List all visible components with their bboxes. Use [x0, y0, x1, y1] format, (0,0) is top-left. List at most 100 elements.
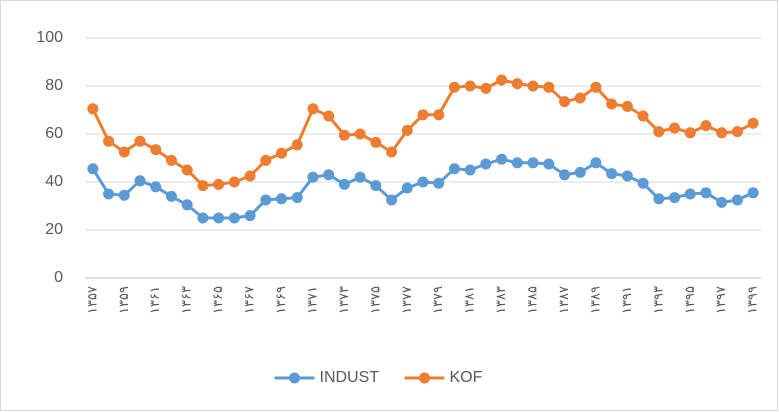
point — [621, 170, 633, 182]
point — [165, 190, 177, 202]
point — [276, 193, 288, 205]
point — [448, 81, 460, 93]
point — [276, 147, 288, 159]
point — [606, 168, 618, 180]
point — [386, 146, 398, 158]
point — [150, 144, 162, 156]
point — [197, 212, 209, 224]
point — [386, 194, 398, 206]
point — [260, 194, 272, 206]
point — [213, 212, 225, 224]
x-tick-label: ۱۳۶۱ — [148, 286, 163, 314]
point — [731, 194, 743, 206]
x-tick-label: ۱۳۵۹ — [117, 286, 132, 314]
point — [543, 158, 555, 170]
point — [747, 187, 759, 199]
legend-label: KOF — [450, 369, 483, 386]
x-tick-label: ۱۳۵۷ — [85, 286, 100, 314]
x-tick-label: ۱۳۷۵ — [368, 286, 383, 314]
point — [323, 110, 335, 122]
point — [433, 109, 445, 121]
x-tick-label: ۱۳۶۷ — [243, 286, 258, 314]
point — [496, 153, 508, 165]
x-tick-label: ۱۳۸۵ — [526, 286, 541, 314]
point — [291, 139, 303, 151]
point — [197, 180, 209, 192]
point — [417, 176, 429, 188]
point — [401, 124, 413, 136]
point — [716, 196, 728, 208]
point — [370, 180, 382, 192]
y-tick-label: 60 — [45, 125, 63, 142]
point — [103, 188, 115, 200]
x-tick-label: ۱۳۹۵ — [683, 286, 698, 314]
point — [684, 127, 696, 139]
x-tick-label: ۱۳۷۱ — [305, 286, 320, 314]
point — [323, 169, 335, 181]
point — [606, 98, 618, 110]
point — [448, 163, 460, 175]
point — [480, 158, 492, 170]
y-tick-label: 100 — [36, 29, 63, 46]
point — [370, 136, 382, 148]
point — [731, 126, 743, 138]
y-tick-label: 0 — [54, 269, 63, 286]
point — [103, 135, 115, 147]
legend-label: INDUST — [320, 369, 380, 386]
point — [511, 157, 523, 169]
point — [480, 82, 492, 94]
point — [165, 154, 177, 166]
point — [354, 171, 366, 183]
point — [134, 135, 146, 147]
point — [134, 175, 146, 187]
point — [558, 169, 570, 181]
x-tick-label: ۱۳۸۷ — [557, 286, 572, 314]
point — [307, 171, 319, 183]
point — [464, 164, 476, 176]
point — [543, 81, 555, 93]
point — [118, 189, 130, 201]
point — [291, 192, 303, 204]
point — [637, 110, 649, 122]
point — [354, 128, 366, 140]
x-tick-label: ۱۳۹۷ — [714, 286, 729, 314]
point — [401, 182, 413, 194]
point — [213, 178, 225, 190]
point — [417, 109, 429, 121]
point — [527, 157, 539, 169]
x-tick-label: ۱۳۸۱ — [463, 286, 478, 314]
point — [338, 129, 350, 141]
point — [496, 74, 508, 86]
point — [653, 126, 665, 138]
point — [716, 127, 728, 139]
point — [511, 78, 523, 90]
point — [228, 176, 240, 188]
x-tick-label: ۱۳۶۹ — [274, 286, 289, 314]
point — [669, 122, 681, 134]
point — [338, 178, 350, 190]
point — [653, 193, 665, 205]
point — [181, 199, 193, 211]
point — [590, 157, 602, 169]
point — [260, 154, 272, 166]
y-tick-label: 20 — [45, 221, 63, 238]
point — [621, 100, 633, 112]
point — [118, 146, 130, 158]
point — [590, 81, 602, 93]
point — [433, 177, 445, 189]
point — [669, 192, 681, 204]
point — [181, 164, 193, 176]
y-tick-label: 80 — [45, 77, 63, 94]
x-tick-label: ۱۳۹۱ — [620, 286, 635, 314]
x-tick-label: ۱۳۷۷ — [400, 286, 415, 314]
x-tick-label: ۱۳۸۹ — [588, 286, 603, 314]
point — [244, 210, 256, 222]
legend-marker — [419, 372, 430, 384]
x-tick-label: ۱۳۷۳ — [337, 286, 352, 314]
x-tick-label: ۱۳۶۵ — [211, 286, 226, 314]
point — [228, 212, 240, 224]
x-tick-label: ۱۳۹۹ — [746, 286, 761, 314]
point — [150, 181, 162, 193]
